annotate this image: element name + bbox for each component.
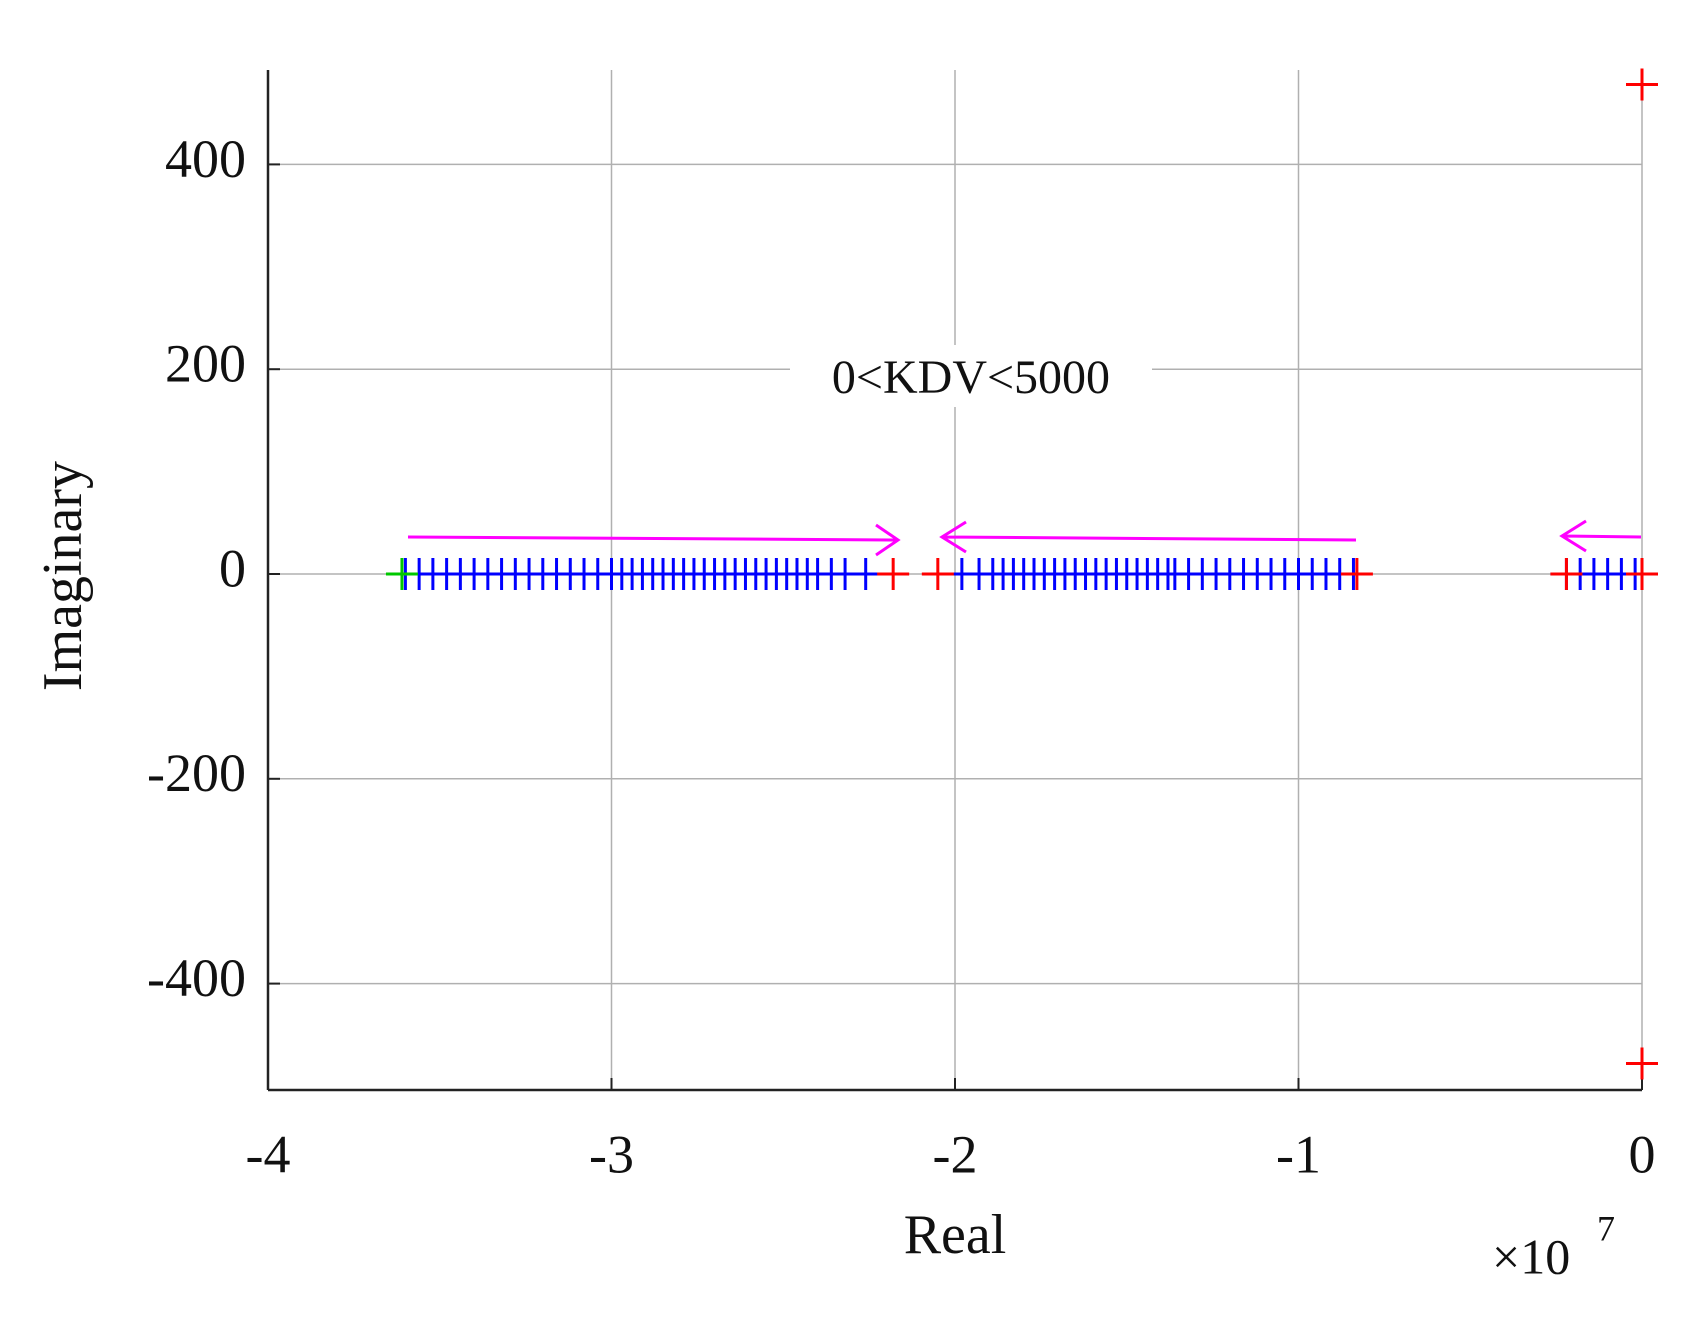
marker [849,558,882,590]
marker [921,558,954,590]
x-tick-label: -4 [246,1124,291,1184]
y-tick-label: -400 [147,948,246,1008]
marks [385,68,1658,1080]
x-multiplier-base: ×10 [1492,1228,1570,1284]
marker [877,558,910,590]
annotation-background [790,345,1152,407]
tick-labels: -4 -3 -2 -1 0 -400 -200 0 200 400 [147,129,1655,1185]
annotation: 0<KDV<5000 [832,351,1110,404]
arrow [1559,519,1642,553]
arrow [407,523,901,557]
y-tick-label: 200 [165,334,246,394]
marker [1340,558,1373,590]
arrows [407,519,1642,557]
x-multiplier-exponent: 7 [1597,1208,1615,1248]
marker [1550,558,1583,590]
y-tick-label: 400 [165,129,246,189]
x-tick-label: -2 [933,1124,978,1184]
y-tick-label: -200 [147,743,246,803]
marker [385,558,418,590]
marker [1626,1047,1658,1080]
y-axis-label: Imaginary [32,461,94,691]
arrow [939,520,1357,554]
x-axis-label: Real [904,1204,1007,1266]
marker [1626,558,1658,590]
y-tick-label: 0 [219,538,246,598]
x-tick-label: 0 [1629,1124,1656,1184]
x-tick-label: -1 [1276,1124,1321,1184]
x-tick-label: -3 [589,1124,634,1184]
marker [1626,68,1658,101]
